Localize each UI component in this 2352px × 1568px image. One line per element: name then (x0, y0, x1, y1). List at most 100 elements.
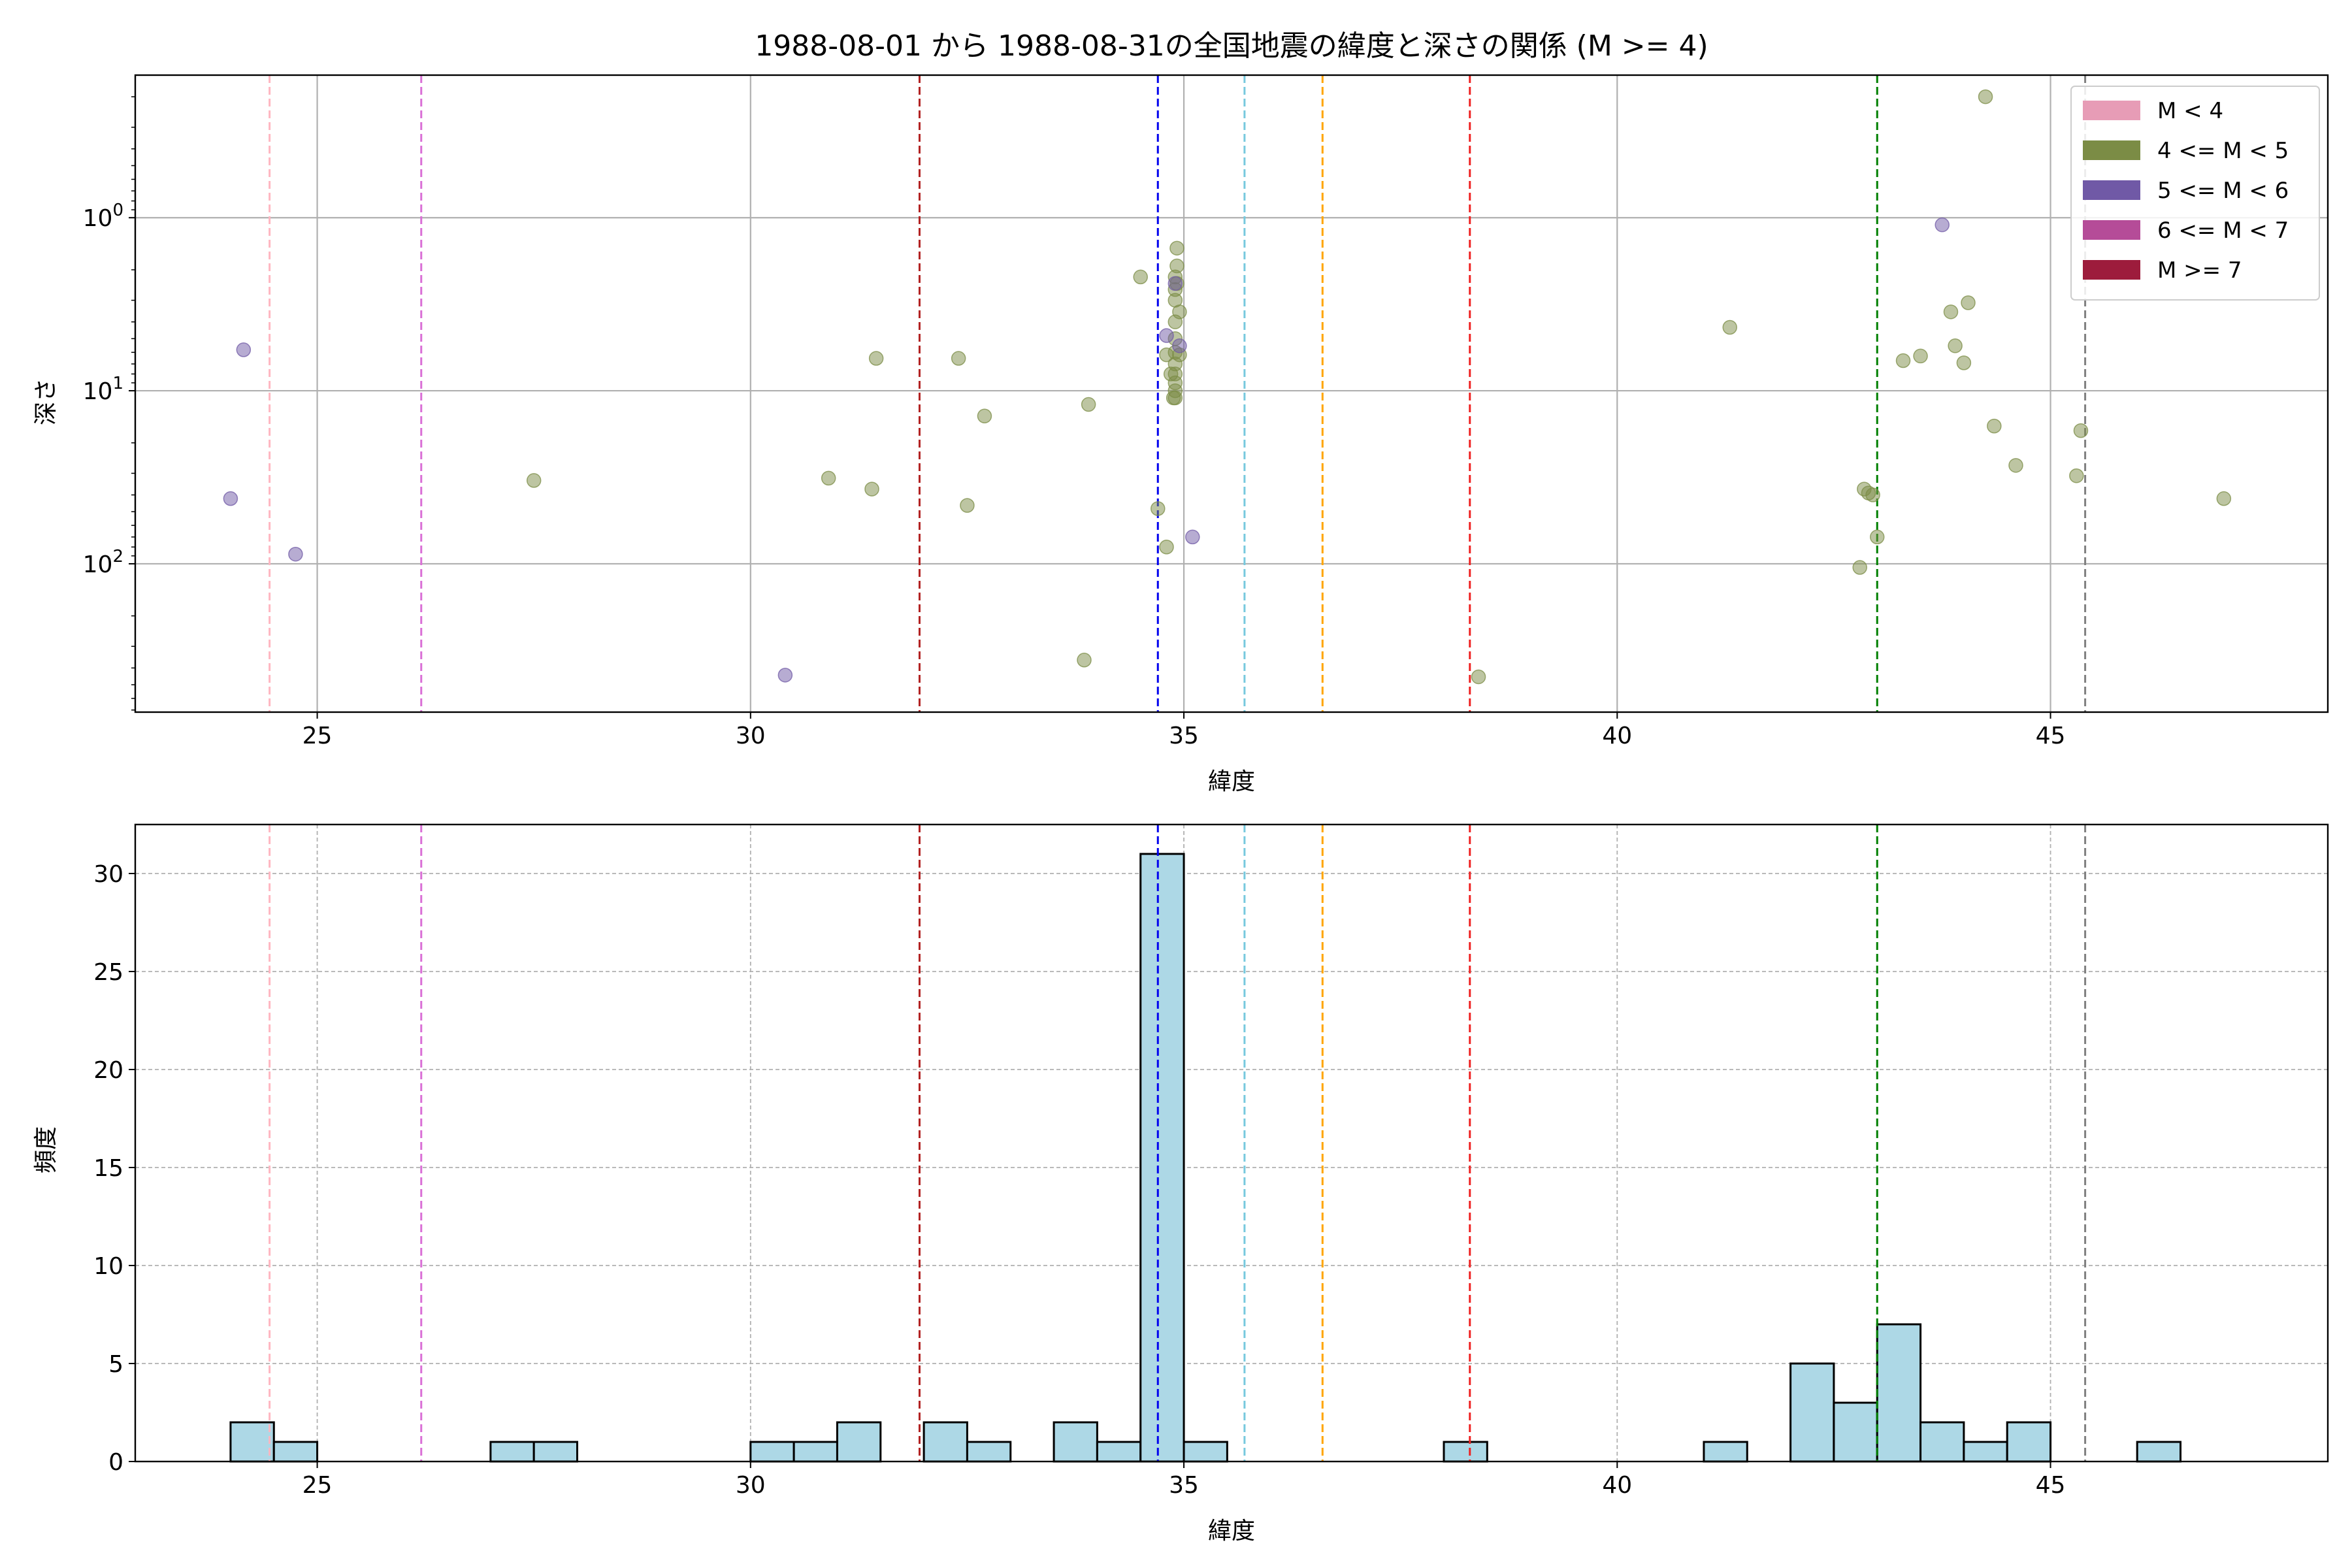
data-point (2073, 423, 2089, 438)
data-point (1956, 355, 1972, 370)
histogram-bar (229, 1421, 275, 1463)
data-point (1159, 328, 1174, 343)
data-point (236, 342, 252, 357)
data-point (1895, 353, 1911, 368)
x-tick-label: 30 (736, 723, 766, 749)
y-tick-label: 0 (108, 1449, 123, 1476)
legend-swatch (2083, 260, 2140, 280)
data-point (864, 482, 879, 497)
data-point (288, 546, 303, 562)
histogram-bar (2006, 1421, 2052, 1463)
y-tick-label: 30 (93, 861, 123, 888)
data-point (2216, 491, 2232, 506)
data-point (1172, 304, 1187, 319)
histogram-bar (923, 1421, 968, 1463)
y-tick-label: 101 (83, 374, 123, 405)
legend-swatch (2083, 140, 2140, 160)
data-point (1869, 529, 1885, 545)
x-tick-label: 30 (736, 1472, 766, 1499)
data-point (1185, 529, 1200, 545)
data-point (1150, 501, 1166, 516)
data-point (1913, 348, 1928, 364)
data-point (1852, 560, 1867, 575)
x-tick-label: 40 (1602, 1472, 1632, 1499)
scatter-axes: 25 30 35 40 45 100 101 102 (83, 74, 2329, 749)
legend-label: M < 4 (2157, 98, 2223, 124)
data-point (821, 470, 836, 486)
data-point (960, 498, 975, 513)
plot-frame (134, 74, 2329, 713)
x-tick-label: 40 (1602, 723, 1632, 749)
histogram-bar (1876, 1323, 1922, 1463)
histogram-bar (489, 1441, 535, 1463)
histogram-axes: 25 30 35 40 45 0 5 10 15 20 25 30 (93, 823, 2329, 1499)
histogram-bar (1833, 1401, 1878, 1463)
data-point (1987, 418, 2002, 434)
chart-title: 1988-08-01 から 1988-08-31の全国地震の緯度と深さの関係 (… (755, 29, 1708, 63)
plot-frame (134, 823, 2329, 1463)
y-tick-label: 15 (93, 1155, 123, 1182)
histogram-bar (272, 1441, 319, 1463)
histogram-ylabel: 頻度 (33, 1126, 59, 1173)
data-point (2069, 468, 2084, 483)
histogram-bar (836, 1421, 882, 1463)
histogram-xlabel: 緯度 (1208, 1518, 1255, 1544)
legend: M < 4 4 <= M < 5 5 <= M < 6 6 <= M < 7 M >= … (2070, 86, 2320, 301)
legend-label: 5 <= M < 6 (2157, 178, 2289, 204)
data-point (1978, 89, 1993, 105)
histogram-bar (1963, 1441, 2008, 1463)
data-point (1077, 653, 1092, 668)
legend-label: M >= 7 (2157, 257, 2242, 284)
scatter-xlabel: 緯度 (1208, 768, 1255, 795)
data-point (977, 408, 992, 424)
legend-swatch (2083, 101, 2140, 120)
y-tick-label: 10 (93, 1253, 123, 1280)
data-point (1168, 390, 1183, 406)
histogram-bar (966, 1441, 1012, 1463)
x-tick-label: 35 (1169, 1472, 1199, 1499)
y-tick-label: 20 (93, 1057, 123, 1084)
histogram-bar (2136, 1441, 2181, 1463)
legend-label: 6 <= M < 7 (2157, 218, 2289, 244)
legend-label: 4 <= M < 5 (2157, 138, 2289, 164)
data-point (1168, 276, 1183, 291)
x-tick-label: 25 (302, 723, 333, 749)
x-tick-label: 35 (1169, 723, 1199, 749)
histogram-bar (749, 1441, 795, 1463)
data-point (1169, 240, 1184, 256)
data-point (1865, 487, 1880, 502)
data-point (1172, 338, 1187, 353)
scatter-ylabel: 深さ (33, 378, 59, 425)
data-point (1961, 295, 1976, 310)
x-tick-label: 45 (2036, 1472, 2066, 1499)
data-point (1081, 397, 1096, 412)
data-point (223, 491, 238, 506)
y-tick-label: 5 (108, 1351, 123, 1378)
legend-swatch (2083, 180, 2140, 200)
data-point (1935, 217, 1950, 233)
histogram-bar (1789, 1362, 1835, 1463)
legend-box (2070, 86, 2320, 301)
histogram-bar (1053, 1421, 1098, 1463)
data-point (1169, 258, 1184, 274)
histogram-bar (1096, 1441, 1142, 1463)
legend-swatch (2083, 220, 2140, 240)
x-tick-label: 45 (2036, 723, 2066, 749)
y-tick-label: 100 (83, 201, 123, 232)
histogram-bar (1139, 853, 1185, 1463)
data-point (1948, 338, 1963, 353)
data-point (1722, 319, 1737, 335)
data-point (1943, 304, 1959, 319)
data-point (1159, 540, 1174, 555)
y-tick-label: 25 (93, 959, 123, 986)
data-point (2008, 458, 2023, 473)
data-point (951, 351, 966, 366)
histogram-bar (1443, 1441, 1488, 1463)
data-point (1133, 269, 1148, 285)
histogram-bar (532, 1441, 579, 1463)
histogram-bar (1703, 1441, 1748, 1463)
histogram-bar (1183, 1441, 1228, 1463)
x-tick-label: 25 (302, 1472, 333, 1499)
data-point (777, 668, 793, 683)
